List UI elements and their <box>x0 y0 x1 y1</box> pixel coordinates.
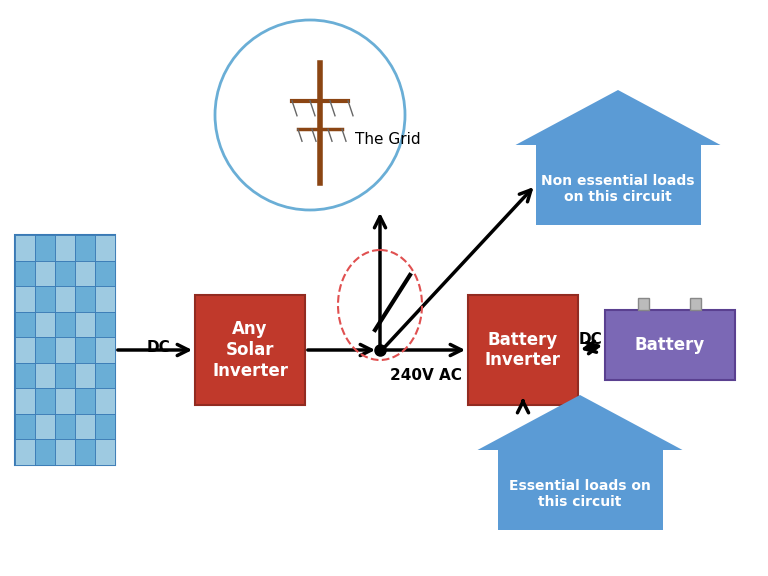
Bar <box>75 286 95 312</box>
Bar <box>15 439 35 465</box>
Bar <box>75 439 95 465</box>
Bar <box>55 312 75 337</box>
Bar <box>35 337 55 363</box>
Bar <box>55 337 75 363</box>
Text: 240V AC: 240V AC <box>390 367 462 382</box>
Bar <box>95 337 115 363</box>
Bar <box>75 337 95 363</box>
Bar <box>75 388 95 414</box>
Text: Essential loads on
this circuit: Essential loads on this circuit <box>509 479 651 509</box>
Bar <box>55 235 75 260</box>
Bar <box>95 388 115 414</box>
Bar <box>15 286 35 312</box>
Polygon shape <box>515 90 720 145</box>
Bar <box>35 363 55 388</box>
Bar <box>605 310 735 380</box>
Bar <box>95 312 115 337</box>
Bar <box>95 414 115 439</box>
Bar <box>15 235 115 465</box>
Bar <box>15 312 35 337</box>
Bar <box>55 414 75 439</box>
Text: The Grid: The Grid <box>355 132 421 147</box>
Bar <box>55 388 75 414</box>
Bar <box>55 363 75 388</box>
Ellipse shape <box>215 20 405 210</box>
Bar <box>75 363 95 388</box>
Bar <box>195 295 305 405</box>
Text: DC: DC <box>146 340 170 355</box>
Bar <box>637 298 649 310</box>
Bar <box>35 439 55 465</box>
Bar <box>15 363 35 388</box>
Bar <box>35 414 55 439</box>
Bar <box>55 286 75 312</box>
Bar <box>468 295 578 405</box>
Bar <box>95 286 115 312</box>
Text: Any
Solar
Inverter: Any Solar Inverter <box>212 320 288 380</box>
Bar <box>75 312 95 337</box>
Bar <box>535 145 700 225</box>
Bar <box>15 414 35 439</box>
Bar <box>35 388 55 414</box>
Bar <box>75 235 95 260</box>
Bar <box>15 235 35 260</box>
Bar <box>95 260 115 286</box>
Bar <box>55 260 75 286</box>
Bar <box>35 260 55 286</box>
Polygon shape <box>478 395 683 450</box>
Bar <box>15 260 35 286</box>
Text: DC: DC <box>578 332 602 347</box>
Text: Battery: Battery <box>635 336 705 354</box>
Bar <box>35 235 55 260</box>
Bar <box>75 260 95 286</box>
Bar <box>95 363 115 388</box>
Bar <box>35 312 55 337</box>
Bar <box>95 235 115 260</box>
Bar <box>498 450 663 530</box>
Text: Battery
Inverter: Battery Inverter <box>485 331 561 369</box>
Bar <box>15 388 35 414</box>
Bar <box>55 439 75 465</box>
Bar <box>35 286 55 312</box>
Bar <box>75 414 95 439</box>
Bar <box>95 439 115 465</box>
Bar <box>690 298 701 310</box>
Bar <box>15 337 35 363</box>
Text: Non essential loads
on this circuit: Non essential loads on this circuit <box>541 174 695 204</box>
